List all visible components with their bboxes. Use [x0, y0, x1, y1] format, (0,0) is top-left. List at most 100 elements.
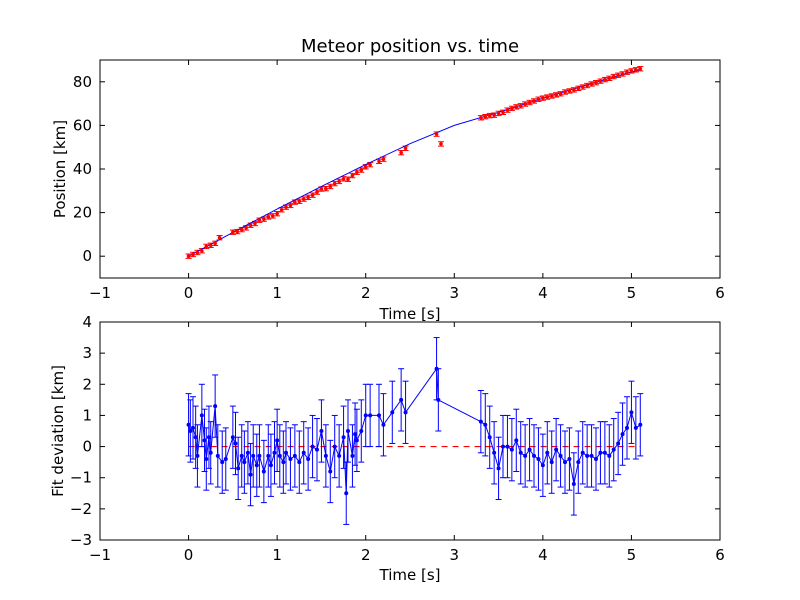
deviation-point: [245, 450, 250, 455]
deviation-point: [514, 438, 519, 443]
position-x-tick-label: 5: [627, 284, 637, 302]
position-x-tick-label: 6: [715, 284, 725, 302]
measurement-point: [638, 66, 643, 71]
deviation-point: [638, 422, 643, 427]
position-y-tick-label: 60: [73, 116, 92, 134]
measurement-point: [527, 100, 532, 105]
measurement-point: [585, 83, 589, 88]
deviation-point: [350, 453, 355, 458]
measurement-point: [359, 168, 364, 172]
deviation-point: [585, 453, 590, 458]
measurement-point: [315, 190, 319, 194]
measurement-point: [545, 95, 550, 99]
deviation-point: [301, 450, 306, 455]
measurement-point: [487, 113, 492, 118]
deviation-y-tick-label: 4: [82, 313, 92, 331]
deviation-point: [545, 450, 550, 455]
deviation-point: [589, 453, 594, 458]
position-x-tick-label: −1: [89, 284, 111, 302]
deviation-point: [436, 397, 441, 402]
measurement-point: [558, 91, 563, 96]
measurement-point: [567, 89, 572, 93]
deviation-point: [616, 441, 621, 446]
measurement-point: [306, 195, 310, 200]
position-y-tick-label: 40: [73, 160, 92, 178]
deviation-point: [527, 447, 532, 452]
measurement-point: [580, 85, 585, 89]
measurement-point: [607, 76, 612, 81]
deviation-point: [315, 447, 319, 452]
deviation-point: [328, 469, 333, 474]
deviation-point: [310, 444, 315, 449]
measurement-point: [381, 157, 386, 161]
measurement-point: [191, 252, 195, 257]
position-x-tick-label: 3: [450, 284, 460, 302]
measurement-point: [514, 105, 519, 109]
deviation-point: [620, 432, 625, 437]
deviation-y-axis-label: Fit deviation [km]: [49, 365, 67, 497]
deviation-point: [576, 460, 581, 465]
position-plot: Meteor position vs. time −1 0 1 2 3 4 5 6020406…: [51, 36, 725, 323]
deviation-point: [549, 460, 554, 465]
deviation-point: [611, 447, 616, 452]
deviation-point: [532, 453, 536, 458]
deviation-x-tick-label: 3: [450, 546, 460, 564]
chart-title: Meteor position vs. time: [301, 36, 519, 57]
deviation-point: [323, 453, 328, 458]
deviation-point: [567, 457, 572, 462]
deviation-point: [602, 450, 607, 455]
measurement-point: [589, 82, 594, 86]
deviation-point: [377, 413, 381, 418]
deviation-point: [292, 453, 297, 458]
deviation-x-tick-label: 4: [538, 546, 548, 564]
measurement-point: [399, 150, 403, 155]
deviation-point: [251, 453, 256, 458]
measurement-point: [594, 80, 598, 85]
measurement-point: [620, 72, 625, 76]
deviation-point: [257, 453, 262, 458]
measurement-point: [200, 248, 204, 253]
deviation-plot-data: [185, 337, 644, 525]
deviation-y-tick-label: 1: [82, 406, 92, 424]
deviation-point: [277, 453, 282, 458]
deviation-point: [536, 457, 541, 462]
deviation-point: [580, 450, 585, 455]
deviation-point: [368, 413, 373, 418]
measurement-point: [523, 102, 527, 106]
deviation-point: [434, 366, 439, 371]
measurement-point: [293, 200, 297, 204]
deviation-point: [344, 491, 349, 496]
deviation-point: [505, 444, 510, 449]
position-x-axis-label: Time [s]: [379, 305, 441, 323]
deviation-point: [390, 410, 395, 415]
measurement-point: [368, 162, 372, 167]
deviation-point: [563, 460, 567, 465]
deviation-point: [598, 450, 603, 455]
measurement-point: [328, 184, 333, 189]
deviation-x-tick-label: 0: [184, 546, 194, 564]
measurement-point: [266, 215, 271, 219]
measurement-point: [341, 177, 346, 181]
measurement-point: [217, 235, 222, 240]
deviation-point: [236, 466, 241, 471]
measurement-point: [270, 214, 275, 218]
deviation-point: [346, 429, 350, 433]
measurement-point: [616, 73, 620, 78]
deviation-point: [554, 447, 559, 452]
deviation-y-tick-label: −1: [70, 469, 92, 487]
measurement-point: [346, 177, 350, 182]
deviation-plot-ticks: −1 0 1 2 3 4 5 6 −3 −2 −1 0 1 2 3 4: [70, 313, 725, 564]
deviation-point: [381, 422, 386, 427]
deviation-point: [202, 438, 207, 443]
deviation-point: [363, 413, 368, 418]
measurement-point: [377, 159, 381, 164]
measurement-point: [350, 173, 355, 178]
measurement-point: [284, 205, 288, 209]
deviation-point: [558, 453, 563, 458]
deviation-point: [254, 463, 259, 468]
measurement-point: [576, 86, 581, 91]
deviation-point: [501, 444, 505, 449]
position-y-tick-label: 0: [82, 247, 92, 265]
